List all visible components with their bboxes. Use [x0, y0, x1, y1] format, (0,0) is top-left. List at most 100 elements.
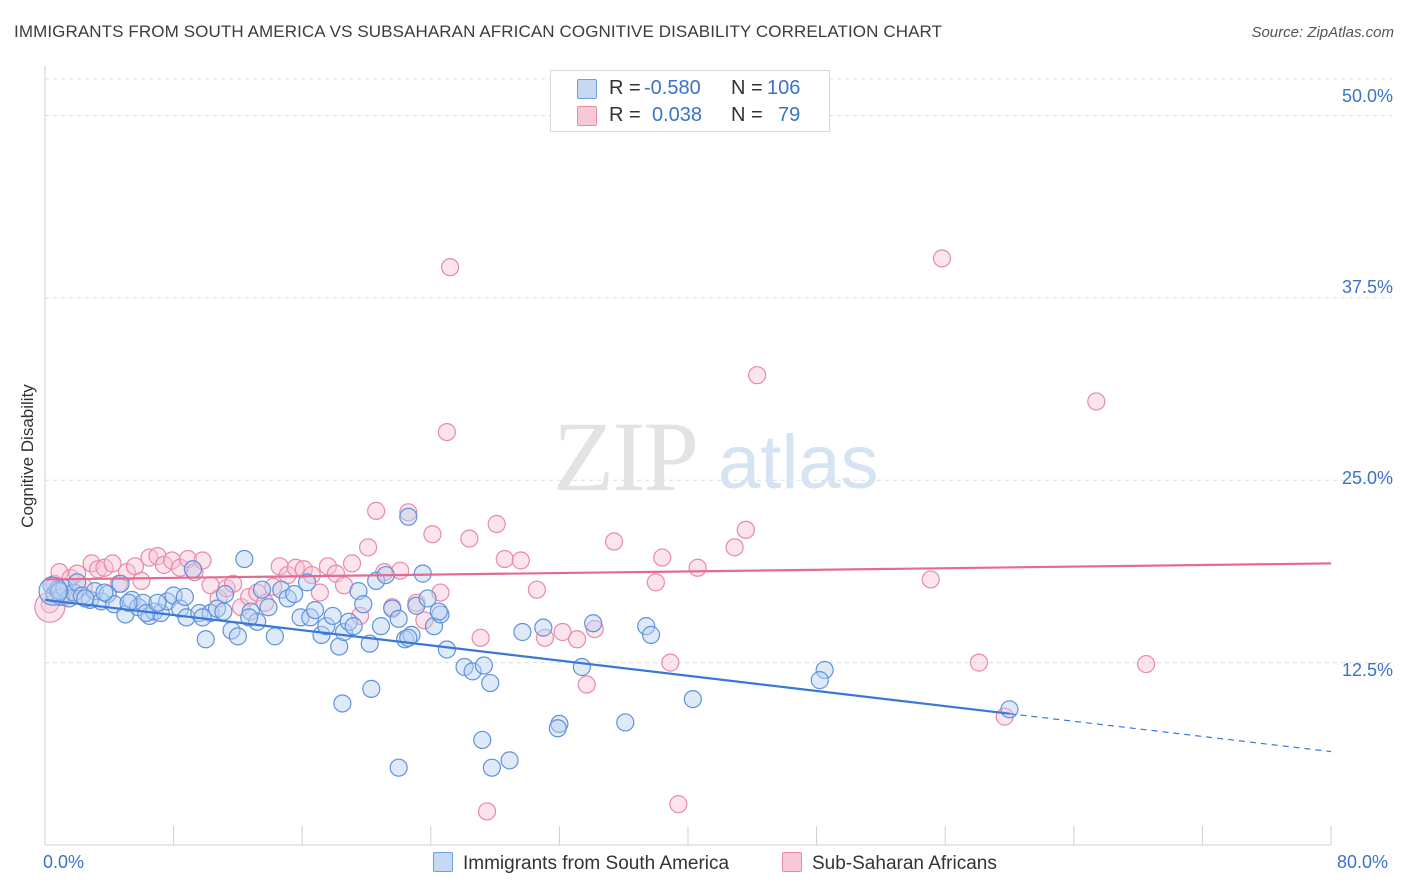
- data-point: [399, 503, 418, 522]
- data-point: [399, 507, 418, 526]
- data-point: [50, 582, 69, 601]
- data-point: [637, 617, 656, 636]
- data-point: [477, 802, 497, 821]
- data-point: [669, 795, 688, 814]
- data-point: [122, 590, 141, 609]
- data-point: [567, 630, 587, 649]
- watermark-atlas: atlas: [718, 420, 879, 505]
- data-point: [604, 532, 624, 551]
- data-point: [95, 583, 114, 602]
- data-point: [383, 599, 402, 618]
- bottom-legend-swatch-blue: [433, 852, 453, 872]
- legend-n-label: N =: [731, 104, 763, 126]
- data-point: [214, 602, 233, 621]
- bottom-legend-label: Sub-Saharan Africans: [812, 853, 997, 874]
- data-point: [553, 622, 572, 642]
- data-point: [415, 611, 434, 630]
- data-point: [1087, 392, 1106, 411]
- data-point: [500, 751, 519, 770]
- x-tick-label-min: 0.0%: [43, 852, 85, 872]
- data-point: [228, 627, 247, 646]
- data-point: [317, 617, 336, 636]
- data-point: [495, 549, 514, 569]
- data-point: [577, 675, 596, 694]
- data-point: [305, 600, 325, 620]
- data-point: [175, 587, 194, 607]
- legend-n-value: 106: [767, 77, 801, 99]
- data-point: [354, 595, 373, 614]
- data-point: [196, 630, 215, 649]
- data-point: [661, 653, 680, 672]
- data-point: [616, 713, 635, 732]
- data-point: [969, 653, 989, 672]
- data-point: [511, 551, 530, 570]
- data-point: [653, 548, 672, 567]
- data-point: [437, 640, 456, 659]
- source-label: Source: ZipAtlas.com: [1251, 24, 1394, 41]
- data-point: [481, 673, 500, 693]
- legend-n-label: N =: [731, 77, 763, 99]
- data-point: [646, 573, 665, 592]
- data-point: [215, 584, 235, 604]
- data-point: [921, 570, 940, 589]
- data-point: [367, 501, 386, 520]
- bottom-legend-label: Immigrants from South America: [463, 853, 730, 874]
- series-sub-saharan-africans: [34, 249, 1156, 821]
- data-point: [471, 628, 490, 647]
- data-point: [259, 598, 278, 617]
- data-point: [342, 554, 362, 573]
- trend-line: [44, 562, 1332, 581]
- data-point: [437, 422, 456, 442]
- data-point: [440, 258, 460, 277]
- data-point: [235, 549, 254, 569]
- data-point: [474, 656, 493, 675]
- legend-swatch-pink: [577, 106, 597, 126]
- data-point: [736, 520, 755, 539]
- data-point: [810, 671, 829, 690]
- data-point: [932, 249, 952, 268]
- correlation-legend: R = -0.580 N = 106 R = 0.038 N = 79: [550, 70, 830, 132]
- data-point: [424, 617, 444, 636]
- data-point: [310, 583, 329, 602]
- data-point: [418, 589, 437, 608]
- data-point: [1000, 700, 1019, 719]
- legend-r-label: R =: [609, 104, 641, 126]
- y-tick-label: 25.0%: [1341, 468, 1393, 488]
- data-point-cluster: [38, 576, 68, 606]
- data-point: [265, 627, 284, 646]
- data-point: [534, 618, 553, 637]
- data-point: [359, 538, 378, 557]
- data-point: [683, 689, 702, 709]
- legend-r-value: -0.580: [644, 77, 701, 99]
- axes: [44, 66, 1332, 846]
- data-point: [240, 608, 259, 627]
- data-point: [371, 617, 391, 636]
- data-point: [344, 617, 363, 636]
- data-point: [76, 589, 95, 608]
- data-point: [323, 606, 342, 626]
- data-point: [548, 719, 567, 738]
- data-point: [407, 596, 426, 615]
- y-tick-label: 37.5%: [1341, 277, 1393, 297]
- trend-line: [44, 598, 1010, 715]
- data-point: [460, 529, 479, 548]
- data-point: [285, 584, 304, 604]
- data-point: [431, 605, 450, 624]
- data-point: [463, 662, 482, 681]
- grid-lines: [45, 78, 1392, 664]
- data-point: [103, 554, 122, 573]
- data-point: [362, 679, 381, 698]
- watermark-zip: ZIP: [553, 401, 697, 512]
- data-point: [584, 614, 603, 633]
- trend-line-extension: [1009, 713, 1332, 753]
- x-tick-label-max: 80.0%: [1337, 852, 1389, 872]
- data-point: [297, 573, 317, 592]
- series-immigrants-south-america: [38, 507, 1019, 777]
- data-point: [423, 525, 442, 544]
- data-point: [333, 694, 352, 713]
- trend-lines: [44, 562, 1332, 753]
- y-tick-label: 12.5%: [1341, 660, 1393, 680]
- data-point: [350, 606, 370, 626]
- data-point: [572, 657, 592, 677]
